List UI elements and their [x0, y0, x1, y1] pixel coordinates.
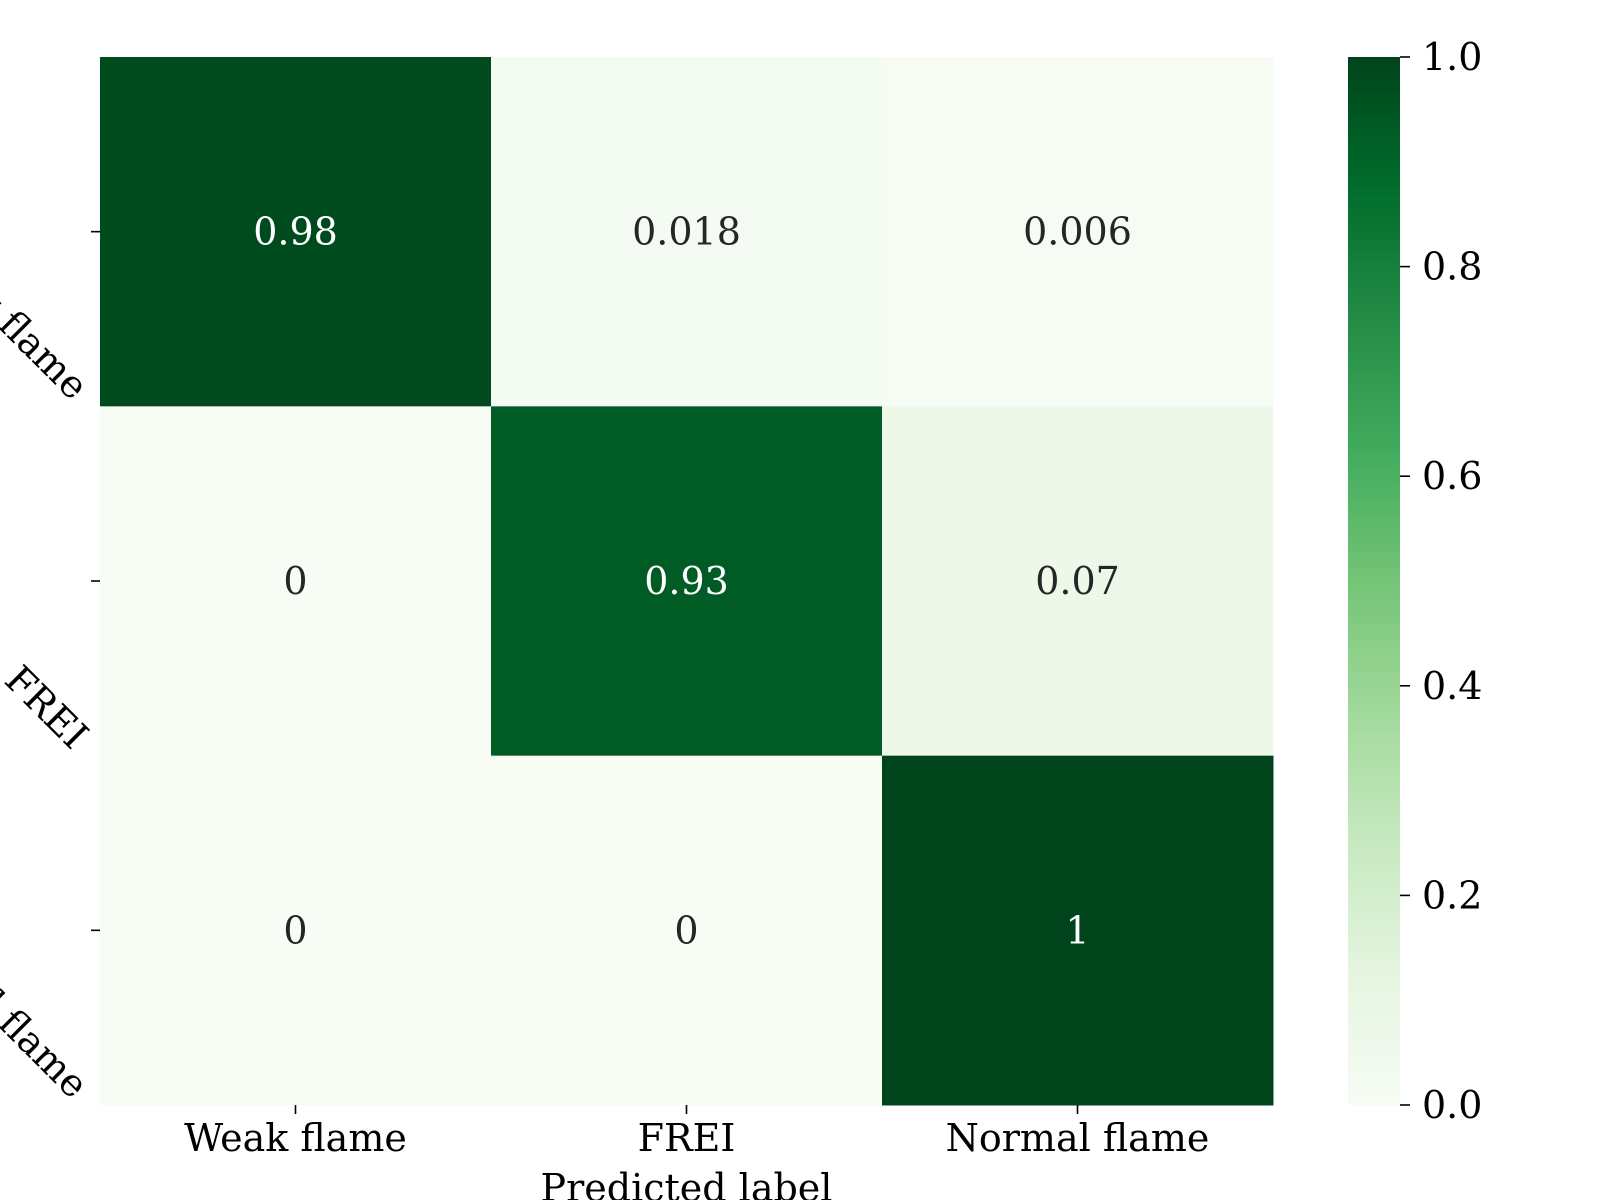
heatmap-cell-labels: 0.98 0.018 0.006 0 0.93 0.07 0 0 1: [253, 210, 1132, 953]
y-tick-label-0: Weak flame: [0, 219, 97, 408]
heatmap-cell-r0-c0: [100, 57, 492, 407]
colorbar-tick-label-3: 0.6: [1422, 454, 1482, 498]
x-tick-label-2: Normal flame: [946, 1116, 1210, 1160]
colorbar-ticks: 0.0 0.2 0.4 0.6 0.8 1.0: [1400, 35, 1482, 1127]
heatmap-cell-r2-c1: [491, 755, 883, 1106]
heatmap-cell-r1-c2: [882, 406, 1274, 757]
cell-value-label-r1-c0: 0: [283, 559, 307, 603]
cell-value-label-r2-c1: 0: [674, 908, 698, 952]
cell-value-label-r0-c1: 0.018: [632, 210, 741, 254]
cell-value-label-r2-c2: 1: [1065, 908, 1089, 952]
y-tick-label-2: Normal flame: [0, 889, 97, 1107]
cell-value-label-r0-c2: 0.006: [1023, 210, 1132, 254]
x-axis-ticks: Weak flame FREI Normal flame: [184, 1105, 1209, 1160]
colorbar-tick-label-4: 0.8: [1422, 245, 1482, 289]
heatmap-cell-r2-c2: [882, 755, 1274, 1106]
cell-value-label-r0-c0: 0.98: [253, 210, 338, 254]
cell-value-label-r1-c1: 0.93: [644, 559, 729, 603]
cell-value-label-r2-c0: 0: [283, 908, 307, 952]
heatmap-cell-r1-c0: [100, 406, 492, 757]
heatmap-cell-r2-c0: [100, 755, 492, 1106]
x-tick-label-0: Weak flame: [184, 1116, 407, 1160]
heatmap-cell-r0-c1: [491, 57, 883, 407]
colorbar-gradient: [1348, 57, 1400, 1105]
colorbar-tick-label-0: 0.0: [1422, 1083, 1482, 1127]
y-axis-ticks: Weak flame FREI Normal flame: [0, 219, 100, 1107]
colorbar-tick-label-5: 1.0: [1422, 35, 1482, 79]
x-axis-title: Predicted label: [541, 1166, 833, 1200]
x-tick-label-1: FREI: [638, 1116, 736, 1160]
cell-value-label-r1-c2: 0.07: [1035, 559, 1120, 603]
colorbar: 0.0 0.2 0.4 0.6 0.8 1.0: [1348, 35, 1482, 1127]
colorbar-tick-label-1: 0.2: [1422, 873, 1482, 917]
heatmap-cells: [100, 57, 1274, 1106]
heatmap-cell-r0-c2: [882, 57, 1274, 407]
y-tick-label-1: FREI: [0, 657, 97, 757]
colorbar-tick-label-2: 0.4: [1422, 664, 1482, 708]
heatmap-cell-r1-c1: [491, 406, 883, 757]
